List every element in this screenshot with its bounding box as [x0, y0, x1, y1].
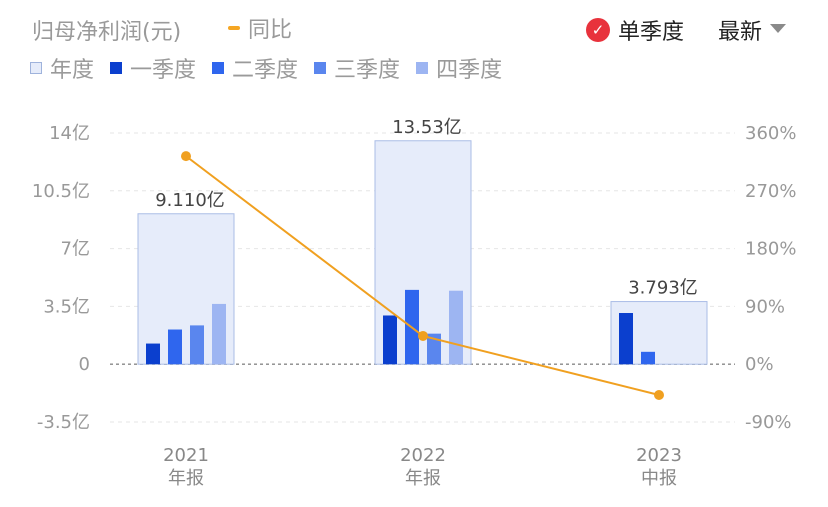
y-tick-label-right: 90% [745, 296, 785, 317]
legend-label-annual: 年度 [50, 58, 95, 83]
legend-swatch-annual [30, 62, 42, 74]
legend-swatch-q1 [110, 62, 123, 74]
x-category-year: 2022 [400, 445, 446, 466]
y-tick-label-right: 360% [745, 123, 796, 144]
y-tick-label-left: 7亿 [61, 239, 90, 260]
quarter-bar [212, 303, 226, 365]
x-category-type: 中报 [641, 468, 677, 489]
annual-value-label: 3.793亿 [628, 278, 698, 299]
period-dropdown[interactable]: 最新 [718, 14, 787, 46]
quarter-bar [641, 351, 655, 365]
period-dropdown-label: 最新 [718, 20, 763, 45]
series-legend: 年度 一季度 二季度 三季度 四季度 [30, 52, 518, 84]
quarter-bar [619, 313, 633, 365]
legend-label-q3: 三季度 [334, 58, 401, 83]
y-tick-label-right: 270% [745, 181, 796, 202]
quarter-bar [190, 325, 204, 365]
annual-value-label: 13.53亿 [392, 117, 462, 138]
yoy-point [418, 330, 428, 341]
quarter-bar [168, 329, 182, 365]
series-title: 归母净利润(元) [32, 20, 182, 45]
legend-label-q1: 一季度 [130, 58, 197, 83]
quarter-bar [146, 343, 160, 365]
chart-header: 归母净利润(元) 同比 ✓ 单季度 最新 [0, 0, 828, 56]
y-tick-label-left: 14亿 [49, 123, 90, 144]
quarter-bar [427, 333, 441, 365]
y-tick-label-left: 0 [79, 354, 90, 375]
x-category-type: 年报 [405, 468, 441, 489]
legend-item-q1[interactable]: 一季度 [110, 52, 196, 84]
legend-label-q4: 四季度 [436, 58, 503, 83]
legend-item-q3[interactable]: 三季度 [314, 52, 400, 84]
yoy-legend[interactable]: 同比 [228, 12, 292, 44]
x-category-year: 2021 [163, 445, 209, 466]
yoy-legend-label: 同比 [248, 18, 293, 43]
yoy-line-swatch [228, 26, 240, 30]
legend-swatch-q4 [416, 62, 429, 74]
y-tick-label-left: 3.5亿 [43, 296, 90, 317]
legend-item-q2[interactable]: 二季度 [212, 52, 298, 84]
yoy-point [654, 390, 664, 401]
y-tick-label-right: 180% [745, 239, 796, 260]
caret-down-icon [770, 23, 787, 33]
quarter-bar [449, 290, 463, 365]
yoy-point [181, 151, 191, 162]
annual-value-label: 9.110亿 [155, 190, 225, 211]
y-tick-label-right: -90% [745, 412, 792, 433]
legend-swatch-q3 [314, 62, 327, 74]
x-category-type: 年报 [168, 468, 204, 489]
legend-label-q2: 二季度 [232, 58, 299, 83]
legend-item-annual[interactable]: 年度 [30, 52, 94, 84]
y-tick-label-left: -3.5亿 [37, 412, 90, 433]
check-icon: ✓ [586, 18, 610, 42]
x-category-year: 2023 [636, 445, 682, 466]
single-quarter-toggle[interactable]: ✓ 单季度 [586, 14, 684, 46]
y-tick-label-left: 10.5亿 [32, 181, 90, 202]
legend-swatch-q2 [212, 62, 225, 74]
quarter-bar [383, 315, 397, 365]
legend-item-q4[interactable]: 四季度 [416, 52, 502, 84]
y-tick-label-right: 0% [745, 354, 774, 375]
single-quarter-label: 单季度 [618, 20, 685, 45]
